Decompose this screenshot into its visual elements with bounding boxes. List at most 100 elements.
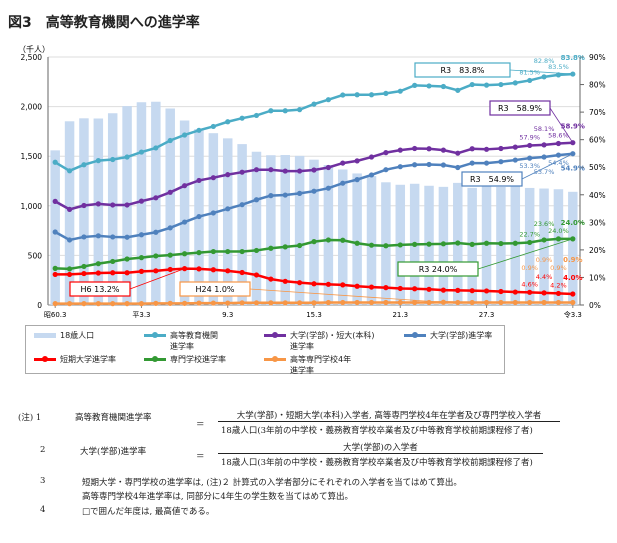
data-point	[297, 280, 303, 286]
data-point	[412, 82, 418, 88]
data-point	[95, 301, 101, 307]
data-point	[397, 88, 403, 94]
data-point	[570, 291, 576, 297]
data-point	[397, 147, 403, 153]
bar-18-population	[539, 188, 549, 305]
bar-18-population	[352, 173, 362, 305]
data-point	[383, 167, 389, 173]
data-point	[153, 145, 159, 151]
data-point	[498, 299, 504, 306]
data-label: 53.3%	[519, 162, 540, 170]
callout-box	[461, 171, 523, 187]
data-point	[354, 299, 360, 306]
data-point	[167, 189, 173, 195]
data-point	[81, 234, 87, 240]
y-tick-label-right: 50%	[589, 163, 606, 172]
data-point	[297, 190, 303, 196]
data-point	[426, 241, 432, 247]
data-point	[253, 247, 260, 254]
data-point	[196, 177, 202, 184]
legend-label: 大学(学部)・短大(本科) 進学率	[290, 331, 375, 351]
y-tick-label-right: 70%	[589, 108, 606, 117]
legend-label: 18歳人口	[60, 331, 95, 340]
callout-box	[179, 281, 251, 297]
bar-18-population	[107, 113, 118, 305]
y-tick-label-right: 80%	[589, 81, 606, 90]
y-tick-label-right: 0%	[589, 301, 601, 310]
data-point	[282, 108, 288, 114]
bar-18-population	[64, 121, 75, 305]
data-label: 58.6%	[548, 132, 569, 140]
data-point	[527, 142, 533, 149]
data-point	[167, 252, 173, 258]
callout-leader	[249, 288, 444, 303]
data-point	[541, 74, 547, 80]
data-point	[225, 268, 231, 274]
x-tick-label: 令3.3	[564, 310, 582, 319]
data-point	[282, 168, 288, 174]
legend-swatch	[264, 356, 286, 362]
data-point	[469, 81, 475, 88]
data-point	[555, 236, 562, 242]
bar-18-population	[309, 159, 319, 305]
data-label: 0.9%	[521, 264, 538, 272]
data-label: 24.0%	[561, 219, 585, 227]
legend-swatch	[34, 333, 56, 338]
legend-label: 高等専門学校4年 進学率	[290, 355, 352, 375]
data-label: 4.2%	[550, 281, 567, 289]
data-point	[81, 162, 87, 168]
callout-box	[69, 281, 131, 297]
data-point	[81, 263, 87, 270]
x-tick-label: 9.3	[222, 311, 233, 319]
data-point	[167, 266, 173, 273]
note3-text-a: 短期大学・専門学校の進学率は, (注)２ 計算式の入学者部分にそれぞれの入学者を…	[82, 478, 462, 488]
data-point	[498, 288, 504, 295]
data-point	[268, 108, 274, 114]
data-point	[325, 97, 331, 103]
data-point	[110, 270, 116, 276]
bar-18-population	[294, 155, 305, 305]
bar-18-population	[568, 191, 578, 305]
data-point	[210, 175, 216, 181]
data-point	[52, 229, 58, 235]
data-point	[225, 248, 231, 255]
data-point	[498, 145, 504, 152]
data-point	[138, 268, 145, 274]
data-point	[340, 92, 346, 98]
data-point	[239, 248, 245, 255]
data-point	[455, 287, 461, 293]
data-point	[196, 300, 202, 306]
data-point	[397, 164, 403, 170]
data-point	[354, 177, 360, 183]
data-point	[253, 197, 260, 203]
data-point	[354, 240, 360, 246]
data-point	[340, 299, 346, 306]
data-point	[555, 140, 562, 147]
data-point	[440, 162, 447, 168]
data-point	[440, 83, 447, 90]
data-point	[426, 146, 432, 152]
data-point	[239, 115, 245, 121]
callout-box	[489, 100, 551, 116]
legend-item: 大学(学部)・短大(本科) 進学率	[264, 330, 374, 352]
data-label: 81.5%	[519, 68, 540, 76]
data-point	[282, 278, 288, 284]
data-point	[210, 267, 216, 273]
note2-num: 2	[40, 445, 46, 455]
data-point	[253, 300, 260, 306]
callout-label: R3 83.8%	[440, 66, 484, 75]
data-point	[167, 300, 173, 306]
y-axis-unit: （千人）	[18, 44, 50, 54]
data-point	[311, 300, 317, 306]
legend-swatch	[144, 332, 166, 338]
y-tick-label-right: 40%	[589, 191, 606, 200]
data-point	[397, 285, 403, 292]
data-point	[498, 240, 504, 247]
data-point	[196, 250, 202, 256]
data-point	[541, 154, 547, 160]
y-tick-label-left: 2,000	[21, 103, 43, 112]
y-tick-label-right: 60%	[589, 136, 606, 145]
data-point	[440, 147, 447, 153]
data-point	[239, 300, 245, 306]
data-point	[282, 244, 288, 250]
